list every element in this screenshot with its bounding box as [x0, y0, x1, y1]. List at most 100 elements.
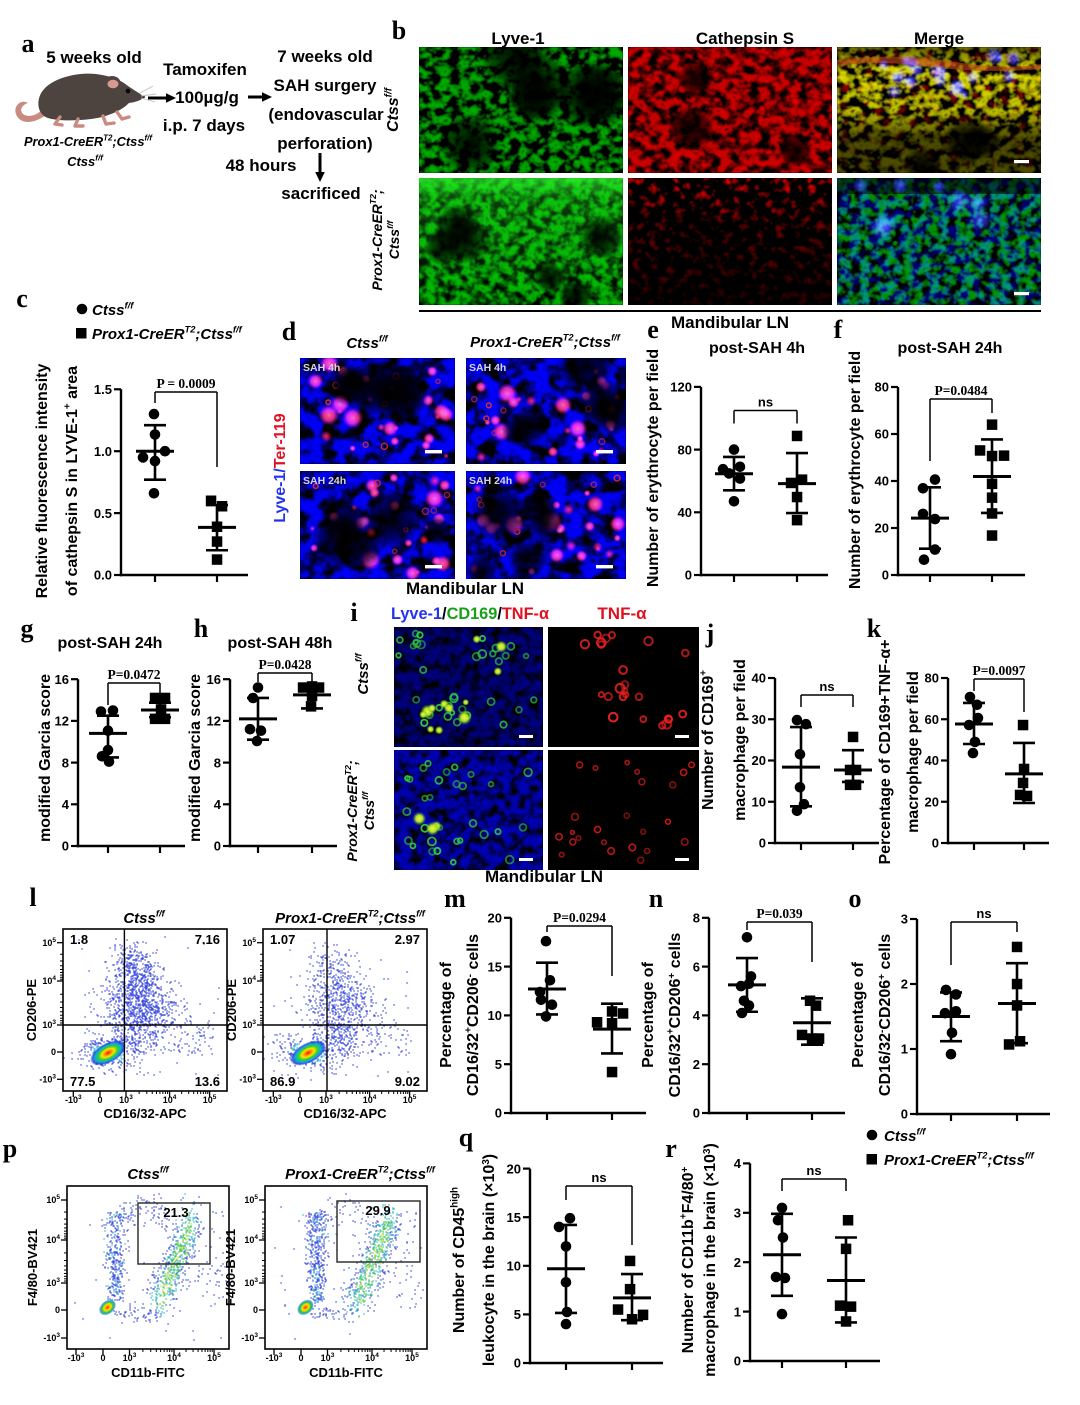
svg-text:F4/80-BV421: F4/80-BV421 — [223, 1229, 238, 1306]
svg-text:Ctssf/f: Ctssf/f — [67, 154, 104, 170]
svg-text:-103: -103 — [65, 1094, 82, 1105]
svg-text:macrophage in the brain (×103): macrophage in the brain (×103) — [702, 1143, 719, 1377]
svg-text:29.9: 29.9 — [365, 1203, 390, 1218]
svg-text:Prox1-CreERT2;Ctssf/f: Prox1-CreERT2;Ctssf/f — [470, 333, 621, 351]
svg-text:0: 0 — [901, 1107, 908, 1122]
svg-text:CD206-PE: CD206-PE — [224, 979, 239, 1041]
svg-text:Ctssf/f: Ctssf/f — [383, 86, 402, 132]
svg-text:Merge: Merge — [914, 29, 964, 48]
svg-text:macrophage per field: macrophage per field — [905, 671, 922, 833]
svg-text:F4/80-BV421: F4/80-BV421 — [25, 1229, 40, 1306]
svg-text:c: c — [16, 284, 28, 313]
svg-text:0.5: 0.5 — [94, 506, 112, 521]
svg-text:SAH surgery: SAH surgery — [274, 76, 378, 95]
svg-text:-103: -103 — [266, 1352, 283, 1363]
svg-text:post-SAH 24h: post-SAH 24h — [58, 635, 163, 652]
svg-text:105: 105 — [207, 1352, 221, 1363]
svg-text:8: 8 — [62, 755, 69, 770]
svg-text:-103: -103 — [265, 1094, 282, 1105]
svg-text:103: 103 — [321, 1352, 335, 1363]
svg-text:40: 40 — [678, 505, 692, 520]
svg-text:16: 16 — [55, 672, 69, 687]
svg-text:Ctssf/f: Ctssf/f — [127, 1165, 169, 1183]
svg-text:103: 103 — [123, 1352, 137, 1363]
svg-text:0: 0 — [214, 839, 221, 854]
svg-text:100µg/g: 100µg/g — [175, 88, 239, 107]
svg-text:1.0: 1.0 — [94, 444, 112, 459]
svg-text:104: 104 — [365, 1352, 379, 1363]
svg-text:Relative fluorescence intensit: Relative fluorescence intensity — [34, 364, 51, 599]
svg-text:SAH 24h: SAH 24h — [303, 475, 346, 487]
svg-text:80: 80 — [678, 442, 692, 457]
svg-text:Cathepsin S: Cathepsin S — [696, 29, 794, 48]
svg-text:104: 104 — [363, 1094, 377, 1105]
svg-text:of cathepsin S in LYVE-1+ area: of cathepsin S in LYVE-1+ area — [62, 366, 81, 596]
svg-text:5: 5 — [514, 1307, 521, 1322]
svg-text:Percentage of CD169+TNF-α+: Percentage of CD169+TNF-α+ — [877, 639, 894, 864]
svg-text:0: 0 — [55, 1305, 60, 1315]
svg-text:ns: ns — [591, 1170, 606, 1185]
svg-text:P=0.0097: P=0.0097 — [972, 663, 1025, 678]
svg-text:Lyve-1: Lyve-1 — [491, 29, 544, 48]
svg-text:-103: -103 — [241, 1332, 258, 1343]
svg-text:104: 104 — [167, 1352, 181, 1363]
svg-text:103: 103 — [244, 1277, 258, 1288]
svg-text:0: 0 — [51, 1047, 56, 1057]
svg-text:4: 4 — [734, 1156, 742, 1171]
svg-text:CD16/32-APC: CD16/32-APC — [103, 1106, 187, 1121]
svg-text:Ctssf/f: Ctssf/f — [354, 652, 372, 694]
svg-text:ns: ns — [819, 679, 834, 694]
svg-text:Ctssf/f: Ctssf/f — [360, 791, 377, 831]
svg-text:-103: -103 — [43, 1332, 60, 1343]
svg-text:Mandibular LN: Mandibular LN — [406, 579, 524, 598]
svg-text:g: g — [21, 614, 34, 643]
svg-text:P=0.0484: P=0.0484 — [934, 383, 987, 398]
svg-text:perforation): perforation) — [277, 134, 372, 153]
svg-text:0: 0 — [685, 568, 692, 583]
svg-text:Lyve-1/Ter-119: Lyve-1/Ter-119 — [272, 413, 289, 523]
svg-text:post-SAH 24h: post-SAH 24h — [898, 340, 1003, 357]
svg-text:leukocyte in the brain (×103): leukocyte in the brain (×103) — [481, 1154, 498, 1366]
svg-text:104: 104 — [242, 975, 256, 986]
svg-text:e: e — [647, 315, 659, 344]
svg-text:20: 20 — [875, 521, 889, 536]
svg-text:60: 60 — [875, 427, 889, 442]
svg-text:d: d — [282, 317, 297, 346]
svg-text:86.9: 86.9 — [270, 1074, 295, 1089]
svg-text:0: 0 — [298, 1353, 303, 1363]
svg-text:q: q — [459, 1123, 474, 1152]
svg-text:12: 12 — [55, 714, 69, 729]
svg-text:104: 104 — [46, 1234, 60, 1245]
svg-text:Tamoxifen: Tamoxifen — [163, 60, 247, 79]
svg-text:0: 0 — [297, 1095, 302, 1105]
svg-text:0: 0 — [251, 1047, 256, 1057]
svg-text:m: m — [444, 884, 466, 913]
svg-text:104: 104 — [42, 975, 56, 986]
svg-text:modified Garcia score: modified Garcia score — [187, 674, 204, 842]
svg-text:105: 105 — [403, 1094, 417, 1105]
svg-text:4: 4 — [693, 1008, 701, 1023]
svg-text:3: 3 — [734, 1205, 741, 1220]
svg-text:8: 8 — [693, 910, 700, 925]
svg-text:20: 20 — [507, 1161, 521, 1176]
svg-text:0: 0 — [932, 836, 939, 851]
svg-text:Prox1-CreERT2;Ctssf/f: Prox1-CreERT2;Ctssf/f — [24, 134, 153, 150]
svg-text:7 weeks old: 7 weeks old — [277, 47, 372, 66]
svg-text:post-SAH 4h: post-SAH 4h — [709, 340, 805, 357]
svg-text:ns: ns — [758, 395, 773, 410]
svg-text:CD16/32-APC: CD16/32-APC — [303, 1106, 387, 1121]
svg-text:10: 10 — [488, 1008, 502, 1023]
svg-text:Ctssf/f: Ctssf/f — [92, 301, 134, 319]
svg-text:k: k — [867, 614, 882, 643]
svg-text:60: 60 — [925, 712, 939, 727]
svg-text:SAH 24h: SAH 24h — [469, 475, 512, 487]
svg-text:0: 0 — [97, 1095, 102, 1105]
svg-text:0: 0 — [759, 836, 766, 851]
svg-text:Ctssf/f: Ctssf/f — [346, 334, 388, 352]
svg-text:48 hours: 48 hours — [226, 156, 297, 175]
svg-text:Percentage of: Percentage of — [438, 961, 455, 1067]
svg-text:-103: -103 — [68, 1352, 85, 1363]
svg-text:104: 104 — [163, 1094, 177, 1105]
svg-text:4: 4 — [62, 797, 70, 812]
svg-text:40: 40 — [925, 753, 939, 768]
